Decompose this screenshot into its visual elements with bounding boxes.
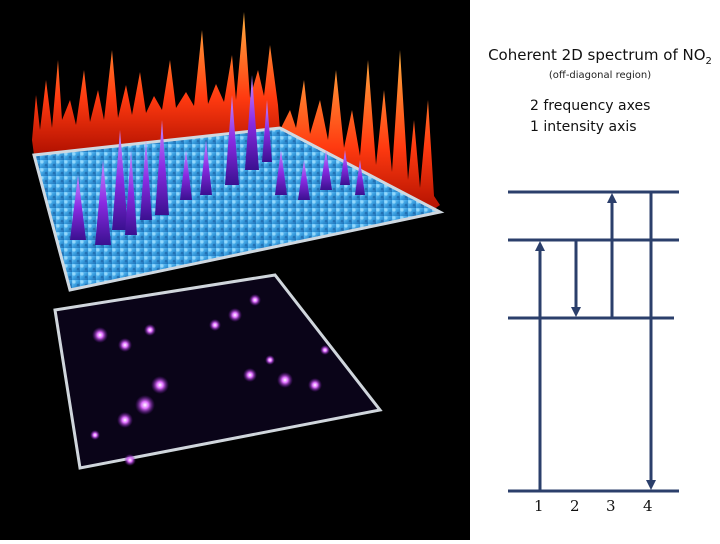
map-spots [90, 294, 330, 466]
title-subscript: 2 [705, 56, 712, 67]
transition-label-4: 4 [643, 497, 653, 515]
left-projection [32, 12, 280, 155]
slide-subtitle: (off-diagonal region) [548, 70, 652, 81]
title-text: Coherent 2D spectrum of NO [488, 46, 706, 64]
spectrum-visualization [0, 0, 470, 540]
transition-label-1: 1 [534, 497, 544, 515]
axes-line-2: 1 intensity axis [530, 119, 637, 135]
slide-title: Coherent 2D spectrum of NO2 [480, 46, 720, 67]
right-projection [280, 50, 440, 212]
projected-map [53, 273, 383, 470]
surface-plane [32, 126, 445, 292]
transition-label-2: 2 [570, 497, 580, 515]
peaks [70, 75, 365, 245]
axes-description: 2 frequency axes 1 intensity axis [530, 96, 650, 138]
spectrum-3d-render [32, 12, 445, 470]
transition-label-3: 3 [606, 497, 616, 515]
axes-line-1: 2 frequency axes [530, 98, 651, 114]
